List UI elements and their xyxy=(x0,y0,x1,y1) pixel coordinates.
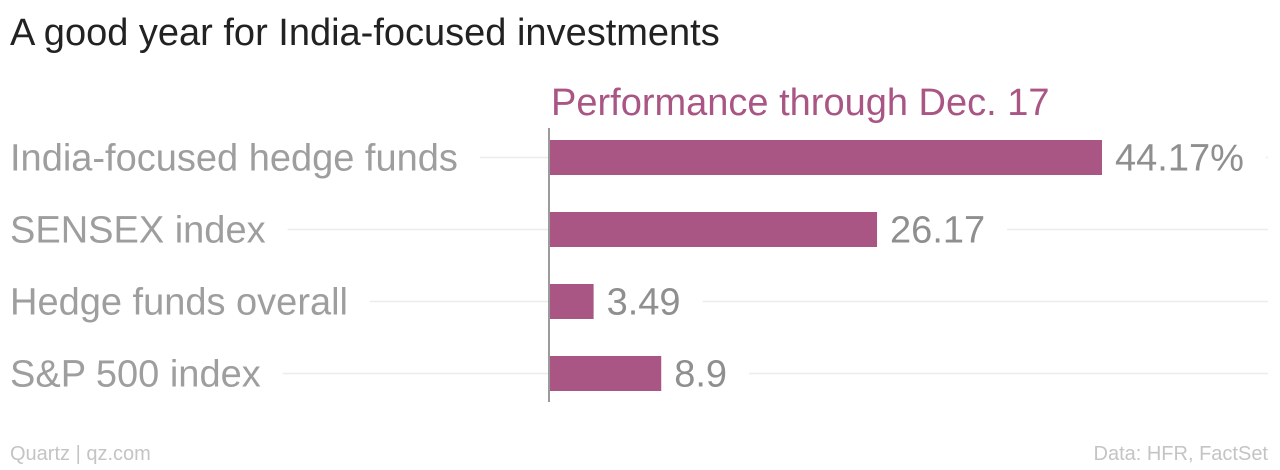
bar xyxy=(550,356,662,391)
bar xyxy=(550,284,594,319)
value-label: 8.9 xyxy=(674,354,727,396)
bar xyxy=(550,212,878,247)
category-labels: India-focused hedge funds SENSEX index Hed… xyxy=(10,138,458,396)
value-label: 26.17 xyxy=(890,210,985,252)
category-label: S&P 500 index xyxy=(10,354,261,396)
footer-source-right: Data: HFR, FactSet xyxy=(1093,443,1269,465)
bar xyxy=(550,140,1102,175)
category-label: Hedge funds overall xyxy=(10,282,348,324)
gridlines xyxy=(282,156,1268,375)
bars xyxy=(550,140,1102,391)
footer-source-left: Quartz | qz.com xyxy=(10,443,151,465)
chart-title: A good year for India-focused investment… xyxy=(10,12,720,54)
category-label: SENSEX index xyxy=(10,210,266,252)
category-label: India-focused hedge funds xyxy=(10,138,458,180)
value-labels: 44.17% 26.17 3.49 8.9 xyxy=(607,138,1244,396)
series-header: Performance through Dec. 17 xyxy=(551,82,1050,124)
value-label: 3.49 xyxy=(607,282,681,324)
value-label: 44.17% xyxy=(1115,138,1244,180)
